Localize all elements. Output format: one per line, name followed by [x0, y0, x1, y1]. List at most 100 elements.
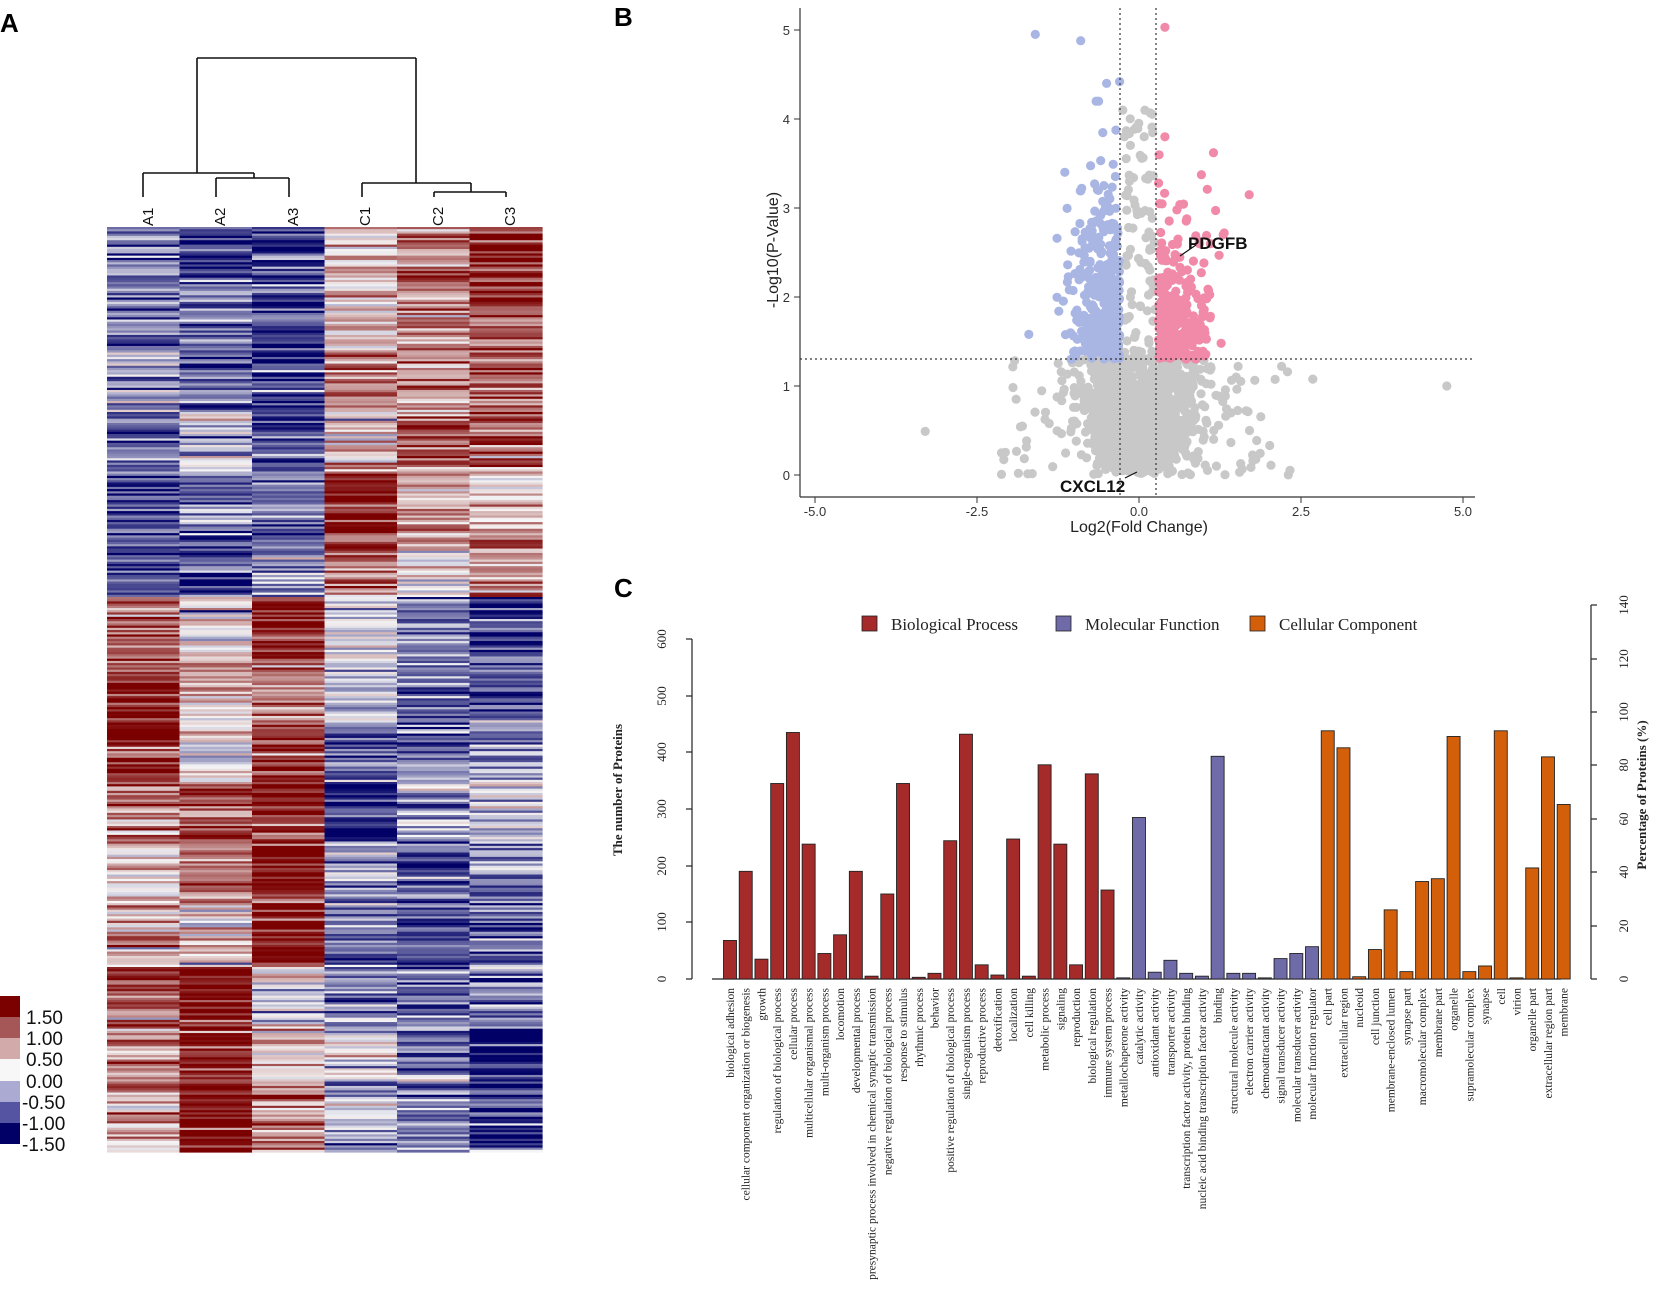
heatmap-cell [107, 839, 181, 843]
heatmap-cell [397, 1085, 471, 1089]
heatmap-cell [324, 1127, 398, 1131]
heatmap-cell [107, 978, 181, 981]
volcano-x-axis-label: Log2(Fold Change) [1070, 519, 1208, 536]
heatmap-cell [252, 264, 326, 268]
heatmap-cell [397, 506, 471, 510]
volcano-point-down [1115, 77, 1125, 87]
heatmap-cell [252, 914, 326, 917]
heatmap-cell [324, 334, 398, 338]
heatmap-cell [469, 669, 543, 673]
heatmap-cell [107, 729, 181, 732]
heatmap-cell [324, 782, 398, 785]
heatmap-cell [107, 971, 181, 975]
heatmap-cell [107, 982, 181, 986]
heatmap-cell [324, 350, 398, 354]
heatmap-cell [397, 431, 471, 435]
heatmap-cell [397, 799, 471, 803]
heatmap-cell [397, 804, 471, 807]
heatmap-cell [252, 524, 326, 528]
heatmap-cell [324, 922, 398, 926]
heatmap-cell [324, 579, 398, 583]
heatmap-cell [397, 409, 471, 413]
volcano-point-down [1074, 317, 1084, 327]
heatmap-cell [179, 940, 253, 944]
heatmap-cell [469, 660, 543, 664]
heatmap-cell [469, 991, 543, 995]
heatmap-cell [179, 878, 253, 882]
heatmap-cell [324, 282, 398, 285]
volcano-y-tick-3: 3 [783, 201, 790, 216]
heatmap-cell [469, 1057, 543, 1061]
heatmap-cell [107, 601, 181, 605]
heatmap-cell [179, 339, 253, 343]
heatmap-cell [252, 933, 326, 937]
heatmap-cell [179, 905, 253, 909]
heatmap-cell [179, 1081, 253, 1085]
heatmap-cell [324, 361, 398, 365]
volcano-point-down [1100, 316, 1110, 326]
heatmap-cell [469, 352, 543, 356]
heatmap-cell [179, 227, 253, 230]
heatmap-cell [107, 456, 181, 459]
heatmap-cell [397, 528, 471, 532]
heatmap-cell [397, 947, 471, 950]
heatmap-cell [107, 929, 181, 933]
heatmap-cell [324, 271, 398, 274]
heatmap-cell [179, 365, 253, 369]
heatmap-cell [469, 372, 543, 376]
heatmap-cell [397, 1079, 471, 1083]
heatmap-cell [324, 1013, 398, 1017]
volcano-point-ns [1112, 390, 1122, 401]
heatmap-cell [252, 301, 326, 305]
heatmap-cell [397, 709, 471, 713]
heatmap-cell [179, 896, 253, 900]
heatmap-cell [397, 832, 471, 836]
volcano-x-tick-1: -2.5 [966, 504, 988, 519]
heatmap-cell [397, 312, 471, 316]
heatmap-cell [397, 493, 471, 497]
heatmap-cell [397, 724, 471, 728]
heatmap-cell [469, 590, 543, 594]
heatmap-cell [179, 764, 253, 768]
heatmap-cell [324, 436, 398, 440]
volcano-point-ns [1011, 446, 1022, 456]
heatmap-cell [324, 372, 398, 376]
heatmap-cell [469, 707, 543, 710]
heatmap-cell [252, 594, 326, 598]
heatmap-cell [107, 1123, 181, 1127]
heatmap-cell [397, 405, 471, 409]
heatmap-cell [397, 295, 471, 299]
heatmap-cell [107, 464, 181, 468]
heatmap-cell [252, 334, 326, 338]
heatmap-cell [469, 663, 543, 666]
heatmap-cell [252, 865, 326, 869]
heatmap-cell [252, 762, 326, 765]
heatmap-cell [252, 539, 326, 543]
heatmap-cell [397, 1074, 471, 1078]
heatmap-cell [252, 984, 326, 988]
heatmap-cell [179, 696, 253, 699]
heatmap-cell [107, 315, 181, 318]
heatmap-cell [469, 568, 543, 572]
heatmap-cell [252, 742, 326, 746]
heatmap-cell [107, 777, 181, 781]
heatmap-cell [252, 1008, 326, 1012]
heatmap-cell [469, 773, 543, 776]
heatmap-cell [252, 572, 326, 576]
heatmap-cell [179, 396, 253, 400]
heatmap-cell [324, 850, 398, 854]
heatmap-cell [107, 1103, 181, 1107]
heatmap-cell [179, 394, 253, 398]
heatmap-cell [107, 436, 181, 440]
heatmap-cell [469, 387, 543, 391]
heatmap-cell [324, 475, 398, 479]
heatmap-cell [107, 231, 181, 235]
heatmap-cell [469, 689, 543, 693]
heatmap-cell [469, 982, 543, 986]
heatmap-cell [397, 266, 471, 270]
heatmap-cell [107, 841, 181, 845]
heatmap-cell [397, 308, 471, 312]
heatmap-cell [107, 748, 181, 752]
heatmap-cell [324, 1085, 398, 1089]
heatmap-cell [252, 392, 326, 395]
